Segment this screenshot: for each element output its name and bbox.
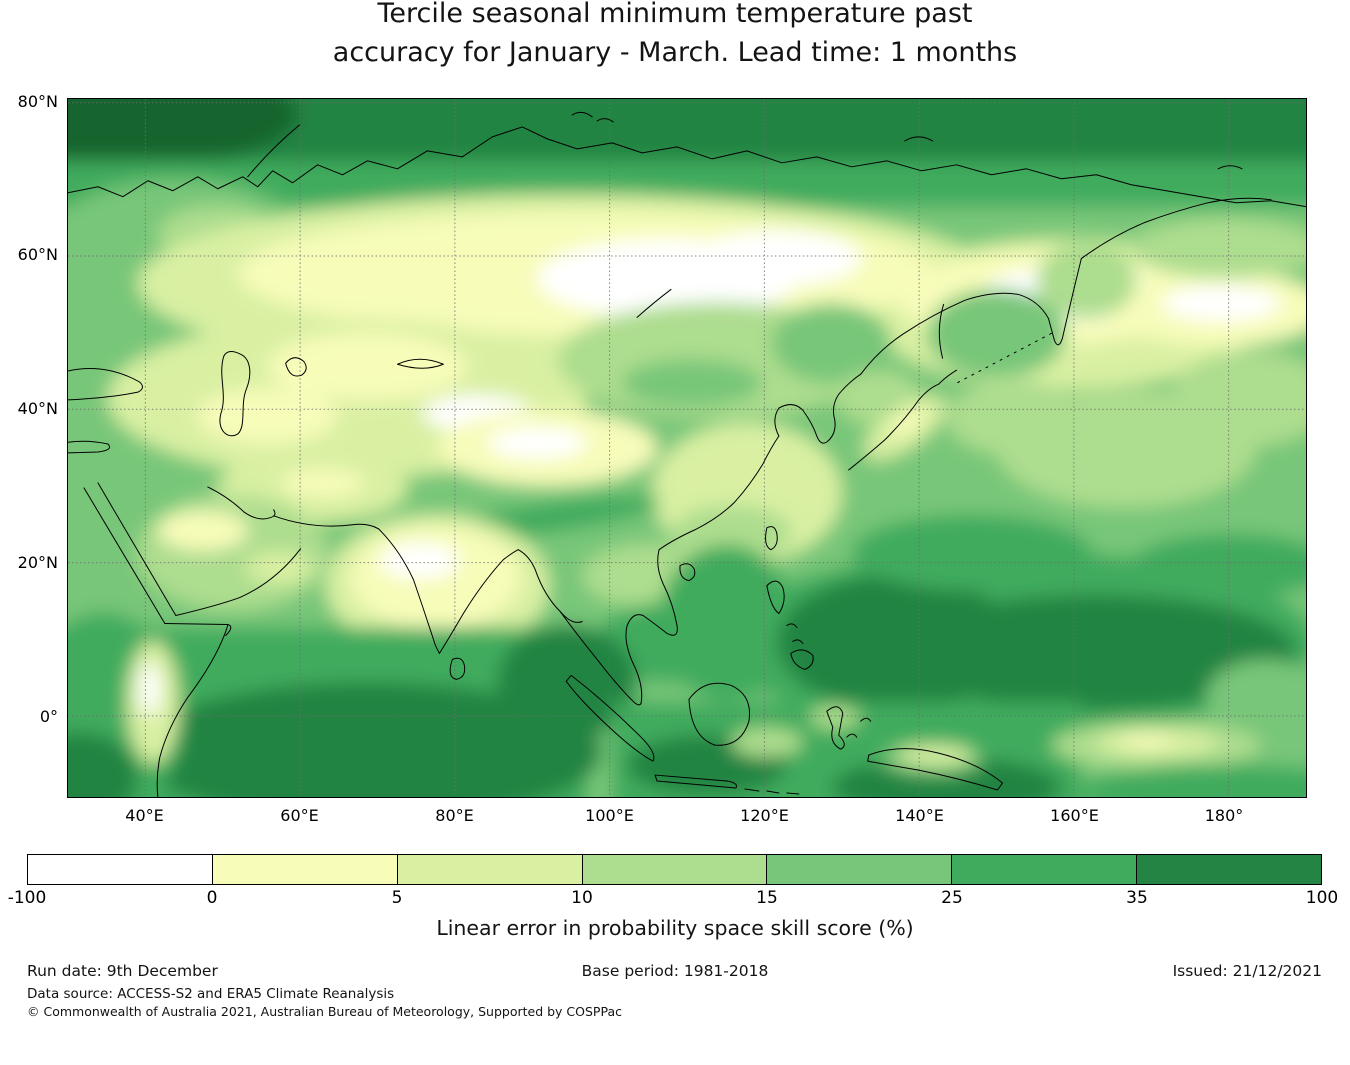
- lat-tick-20n: 20°N: [17, 553, 58, 572]
- colorbar-tick-neg100: -100: [7, 888, 47, 908]
- data-source-text: Data source: ACCESS-S2 and ERA5 Climate …: [27, 986, 395, 1002]
- colorbar-segment-4: [582, 855, 768, 884]
- colorbar-tick-10: 10: [571, 888, 593, 908]
- colorbar-tick-100: 100: [1305, 888, 1339, 908]
- chart-title: Tercile seasonal minimum temperature pas…: [0, 0, 1350, 72]
- lon-tick-60e: 60°E: [280, 806, 319, 825]
- lon-tick-100e: 100°E: [585, 806, 634, 825]
- colorbar-segment-1: [28, 855, 213, 884]
- colorbar-tick-25: 25: [941, 888, 963, 908]
- run-date-text: Run date: 9th December: [27, 962, 218, 980]
- issued-text: Issued: 21/12/2021: [1172, 962, 1322, 980]
- colorbar-label: Linear error in probability space skill …: [436, 916, 914, 940]
- colorbar-tick-5: 5: [391, 888, 403, 908]
- chart-title-line2: accuracy for January - March. Lead time:…: [332, 37, 1018, 68]
- lon-tick-180: 180°: [1204, 806, 1244, 825]
- lon-tick-120e: 120°E: [740, 806, 789, 825]
- lat-tick-40n: 40°N: [17, 399, 58, 418]
- chart-title-line1: Tercile seasonal minimum temperature pas…: [377, 0, 973, 29]
- colorbar: [27, 854, 1322, 885]
- colorbar-tick-35: 35: [1126, 888, 1148, 908]
- colorbar-tick-15: 15: [756, 888, 778, 908]
- lon-tick-80e: 80°E: [435, 806, 474, 825]
- coastlines: [68, 111, 1306, 797]
- colorbar-segment-7: [1137, 855, 1322, 884]
- graticule: [68, 99, 1306, 797]
- colorbar-segment-6: [952, 855, 1138, 884]
- lon-tick-160e: 160°E: [1050, 806, 1099, 825]
- lat-tick-0: 0°: [39, 707, 58, 726]
- lat-tick-80n: 80°N: [17, 92, 58, 111]
- colorbar-segment-2: [212, 855, 398, 884]
- skill-map-svg: [68, 99, 1306, 797]
- lon-tick-40e: 40°E: [125, 806, 164, 825]
- skill-field: [68, 99, 1306, 797]
- lat-tick-60n: 60°N: [17, 245, 58, 264]
- copyright-text: © Commonwealth of Australia 2021, Austra…: [27, 1004, 622, 1019]
- lon-tick-140e: 140°E: [895, 806, 944, 825]
- map-canvas: [67, 98, 1307, 798]
- colorbar-tick-0: 0: [206, 888, 218, 908]
- colorbar-segment-3: [397, 855, 583, 884]
- colorbar-segment-5: [767, 855, 953, 884]
- base-period-text: Base period: 1981-2018: [581, 962, 769, 980]
